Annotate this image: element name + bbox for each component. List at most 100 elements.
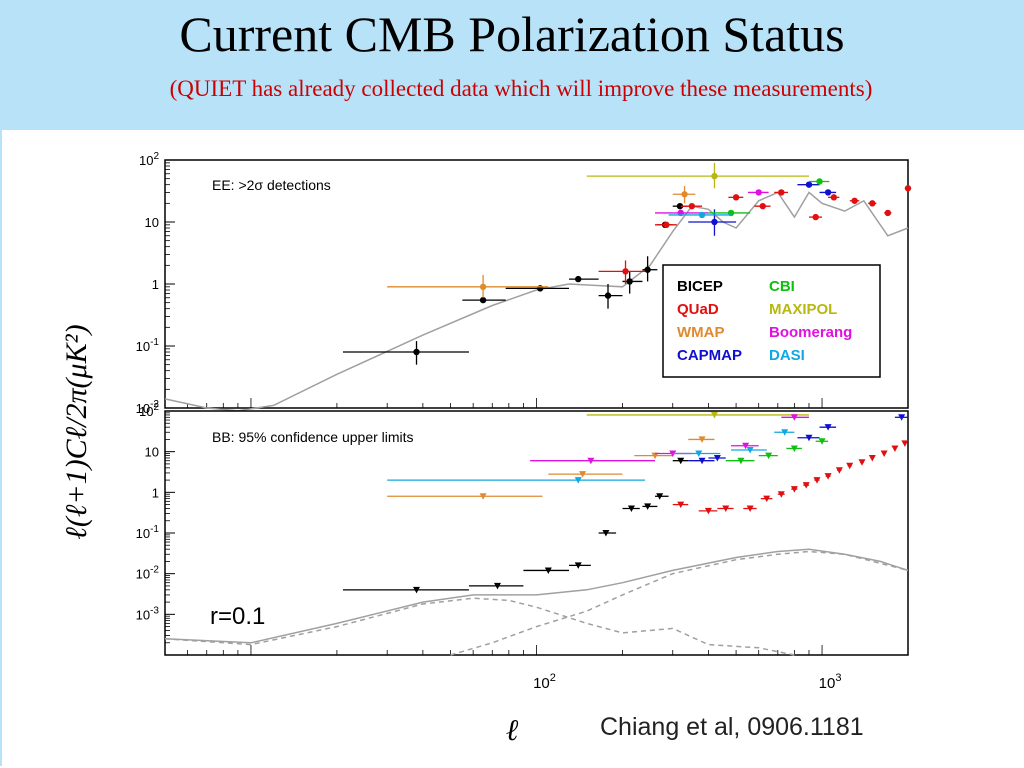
y-tick-label: 10-1 — [136, 524, 160, 541]
y-tick-label: 102 — [139, 402, 159, 419]
upper-limit-marker — [695, 450, 703, 458]
y-tick-label-base: 10 — [136, 607, 150, 622]
y-tick-label-exp: 2 — [153, 402, 159, 413]
data-point — [816, 178, 823, 185]
y-tick-label-base: 10 — [139, 404, 153, 419]
series-capmap — [688, 181, 837, 236]
y-tick-label-base: 10 — [136, 339, 150, 354]
y-tick-label-exp: -1 — [150, 337, 159, 348]
ee-panel-label: EE: >2σ detections — [212, 177, 331, 193]
r-annotation: r=0.1 — [210, 603, 265, 630]
upper-limit-marker — [858, 459, 866, 466]
upper-limit-marker — [677, 457, 685, 465]
upper-limit-marker — [574, 562, 582, 569]
y-tick-label-base: 10 — [136, 526, 150, 541]
upper-limit-marker — [765, 452, 773, 460]
data-point — [604, 292, 612, 299]
data-point — [869, 200, 876, 207]
y-tick-label-exp: -2 — [150, 399, 159, 410]
series-capmap — [688, 414, 908, 465]
legend-entry-wmap: WMAP — [677, 324, 725, 341]
x-tick-label: 103 — [819, 672, 842, 692]
upper-limit-marker — [713, 454, 721, 462]
legend-entry-dasi: DASI — [769, 347, 805, 364]
upper-limit-marker — [742, 442, 750, 450]
series-cbi — [725, 438, 829, 465]
upper-limit-marker — [574, 477, 582, 484]
series-wmap — [387, 436, 715, 500]
slide-subtitle: (QUIET has already collected data which … — [169, 76, 873, 101]
series-quad — [598, 185, 912, 284]
data-point — [622, 268, 629, 275]
upper-limit-marker — [880, 450, 888, 458]
data-point — [884, 209, 892, 217]
series-dasi — [387, 429, 795, 484]
y-tick-label-base: 10 — [136, 567, 150, 582]
y-axis-label: ℓ(ℓ+1)Cℓ/2π(μK²) — [60, 324, 93, 539]
upper-limit-marker — [746, 446, 754, 454]
data-point — [413, 348, 420, 356]
upper-limit-marker — [413, 586, 421, 594]
model-curve-solid — [164, 548, 909, 644]
upper-limit-marker — [898, 414, 906, 421]
x-tick-label: 102 — [533, 672, 556, 692]
y-tick-label-base: 10 — [139, 153, 153, 168]
series-dasi — [668, 211, 732, 219]
data-point — [851, 197, 858, 204]
upper-limit-marker — [493, 582, 501, 590]
bb-panel-label: BB: 95% confidence upper limits — [212, 429, 414, 445]
upper-limit-marker — [544, 567, 552, 574]
ee-model-curve — [164, 191, 909, 412]
x-tick-base: 10 — [819, 675, 836, 692]
series-cbi — [708, 178, 830, 217]
data-point — [479, 296, 487, 304]
data-point — [681, 191, 688, 198]
data-point — [812, 213, 819, 221]
y-tick-label: 10 — [145, 215, 159, 230]
data-point — [824, 189, 832, 196]
y-tick-label: 1 — [152, 277, 159, 292]
upper-limit-marker — [813, 477, 821, 484]
bb-data-points — [342, 411, 909, 594]
upper-limit-marker — [651, 452, 659, 460]
upper-limit-marker — [579, 471, 587, 478]
data-point — [759, 202, 766, 210]
legend-box — [662, 264, 881, 378]
y-tick-label: 102 — [139, 151, 159, 168]
upper-limit-marker — [790, 445, 798, 452]
upper-limit-marker — [656, 493, 664, 500]
series-bicep — [342, 457, 689, 594]
y-tick-label: 10-2 — [136, 399, 160, 416]
data-point — [479, 283, 487, 291]
upper-limit-marker — [704, 507, 712, 515]
upper-limit-marker — [627, 505, 635, 513]
x-axis-label: ℓ — [506, 714, 519, 747]
upper-limit-marker — [602, 530, 610, 537]
upper-limit-marker — [677, 501, 685, 509]
series-maxipol — [586, 162, 809, 189]
x-tick-exp: 2 — [550, 672, 556, 684]
y-tick-label-exp: -3 — [150, 605, 159, 616]
data-point — [732, 194, 740, 201]
slide-header: Current CMB Polarization Status (QUIET h… — [0, 0, 1024, 130]
upper-limit-marker — [763, 495, 771, 503]
upper-limit-marker — [737, 457, 745, 465]
ee-data-points — [342, 162, 912, 365]
data-point — [536, 285, 544, 292]
series-bicep — [342, 202, 689, 365]
data-point — [805, 181, 813, 188]
upper-limit-marker — [891, 445, 899, 452]
legend-entry-capmap: CAPMAP — [677, 347, 742, 364]
upper-limit-marker — [868, 454, 876, 462]
upper-limit-marker — [587, 457, 595, 465]
citation: Chiang et al, 0906.1181 — [600, 713, 864, 741]
model-curve-dashed — [450, 550, 909, 656]
legend-entry-cbi: CBI — [769, 278, 795, 295]
upper-limit-marker — [722, 505, 730, 513]
upper-limit-marker — [824, 473, 832, 480]
data-point — [904, 185, 912, 192]
data-point — [663, 221, 670, 229]
